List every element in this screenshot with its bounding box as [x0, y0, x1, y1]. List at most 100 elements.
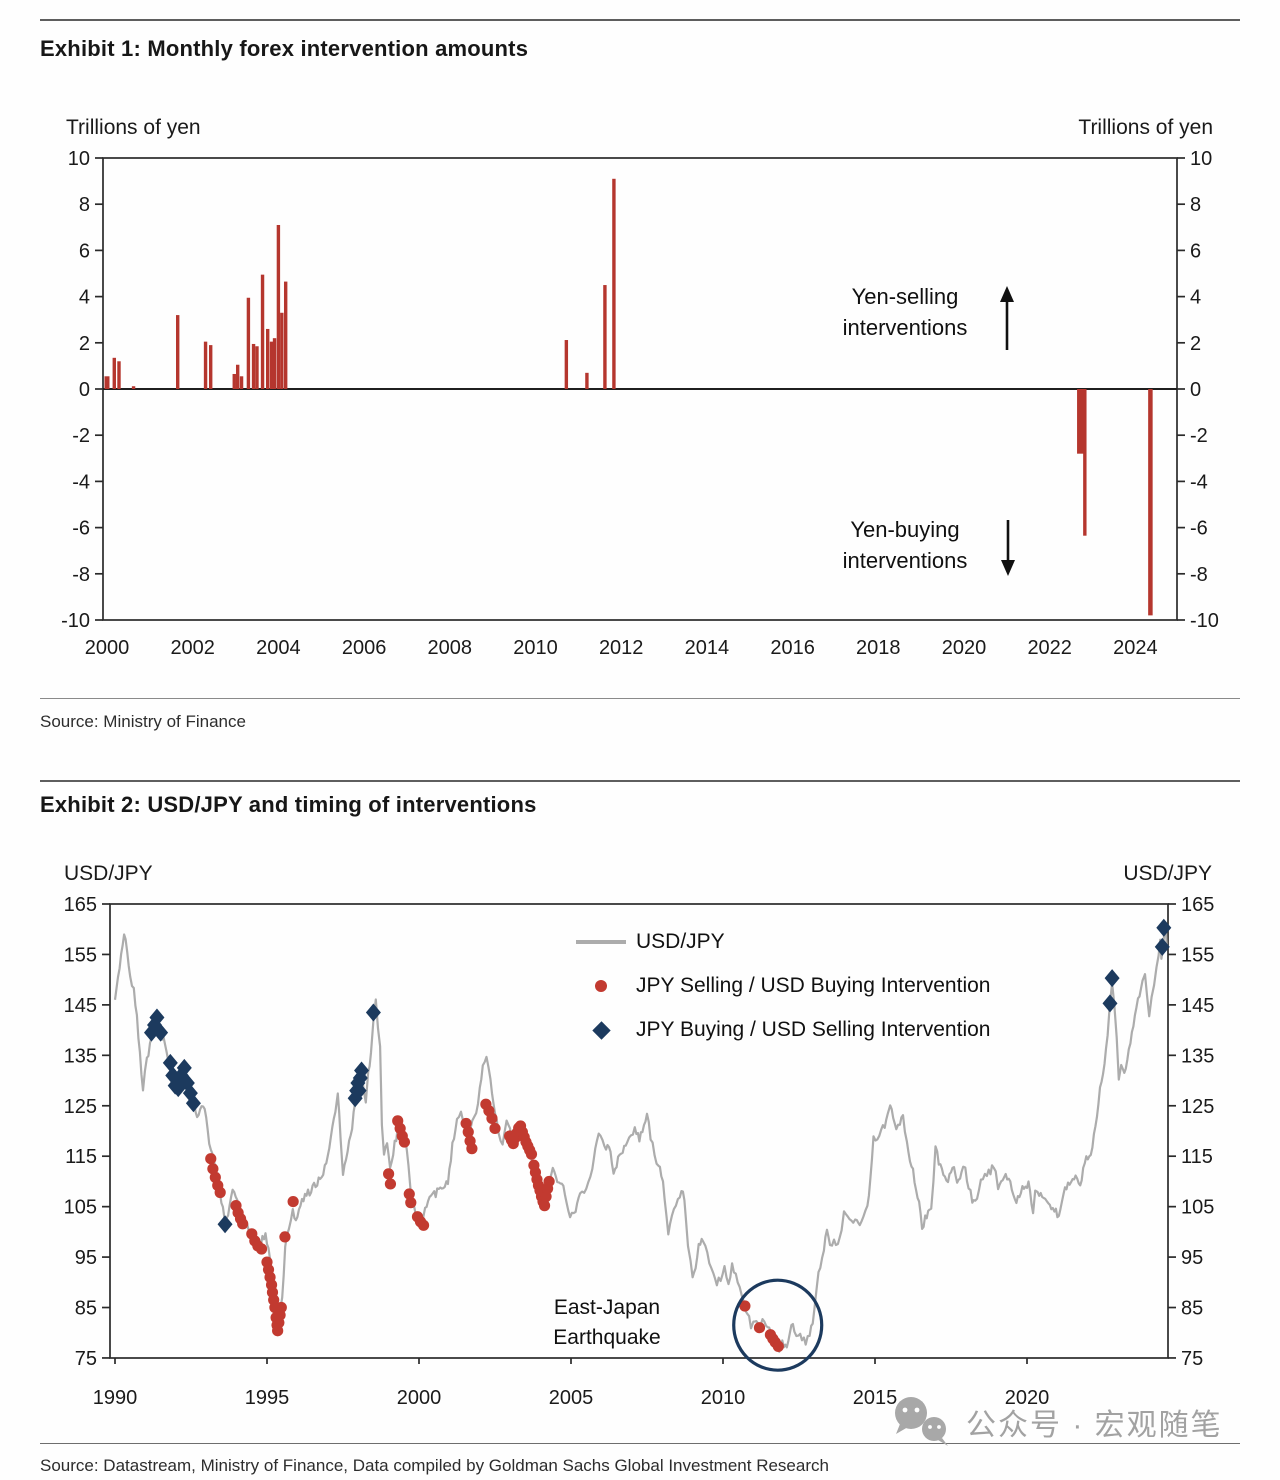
y-tick-label-left: 6	[79, 240, 90, 262]
x-tick-label: 2005	[549, 1387, 594, 1409]
sell-intervention-dot	[417, 1219, 430, 1231]
x-tick-label: 2020	[942, 637, 987, 659]
buy-intervention-diamond	[1104, 969, 1120, 988]
y-tick-label-left: 85	[75, 1298, 97, 1320]
x-tick-label: 2015	[853, 1387, 898, 1409]
intervention-bar	[260, 274, 265, 389]
y-tick-label-right: 75	[1181, 1348, 1203, 1370]
y-tick-label-right: 85	[1181, 1298, 1203, 1320]
legend-item: USD/JPY	[570, 927, 725, 957]
bottom-divider	[40, 1443, 1240, 1444]
y-tick-label-left: 135	[64, 1045, 97, 1067]
x-tick-label: 2004	[256, 637, 301, 659]
exhibit2-plot-frame	[109, 903, 1169, 1359]
x-tick-label: 1995	[245, 1387, 290, 1409]
sell-intervention-dot	[543, 1175, 555, 1188]
y-tick-label-right: 155	[1181, 944, 1214, 966]
sell-intervention-dot	[287, 1195, 299, 1208]
sell-intervention-dot	[489, 1122, 501, 1135]
intervention-bar	[112, 357, 116, 389]
exhibit1-source-divider	[40, 698, 1240, 699]
y-tick-label-right: -10	[1190, 610, 1219, 632]
y-tick-label-right: 0	[1190, 379, 1201, 401]
sell-intervention-dot	[538, 1200, 551, 1212]
diamond-swatch	[591, 1020, 611, 1040]
intervention-bar	[269, 341, 274, 389]
x-tick-label: 2012	[599, 637, 644, 659]
y-tick-label-left: 155	[64, 944, 97, 966]
intervention-bar	[232, 373, 236, 389]
legend-item: JPY Selling / USD Buying Intervention	[570, 971, 990, 1001]
y-tick-label-right: -8	[1190, 564, 1208, 586]
intervention-bar	[280, 312, 284, 389]
sell-intervention-dot	[207, 1163, 219, 1175]
buy-intervention-diamond	[1154, 937, 1170, 956]
y-tick-label-right: 135	[1181, 1045, 1214, 1067]
y-tick-label-right: -6	[1190, 518, 1208, 540]
intervention-bar	[276, 224, 281, 389]
intervention-bar	[603, 285, 607, 389]
y-tick-label-left: 4	[79, 287, 90, 309]
watermark: 公众号 · 宏观随笔	[892, 1396, 1223, 1448]
exhibit1-yaxis-unit-left: Trillions of yen	[66, 116, 201, 139]
intervention-bar	[235, 364, 240, 389]
exhibit2-title: Exhibit 2: USD/JPY and timing of interve…	[40, 792, 537, 817]
y-tick-label-left: 10	[68, 148, 90, 170]
x-tick-label: 2022	[1027, 637, 1072, 659]
buy-intervention-diamond	[351, 1081, 367, 1100]
intervention-bar	[131, 386, 136, 389]
y-tick-label-right: 105	[1181, 1197, 1214, 1219]
x-tick-label: 2006	[342, 637, 387, 659]
intervention-bar	[283, 281, 288, 389]
x-tick-label: 2008	[428, 637, 473, 659]
exhibit1-yaxis-unit-right: Trillions of yen	[1078, 116, 1213, 139]
buy-intervention-diamond	[143, 1023, 159, 1042]
intervention-bar	[612, 178, 616, 389]
buy-intervention-diamond	[217, 1215, 233, 1234]
intervention-bar	[564, 340, 569, 389]
y-tick-label-left: 75	[75, 1348, 97, 1370]
y-tick-label-left: -6	[72, 518, 90, 540]
sell-intervention-dot	[398, 1136, 411, 1148]
exhibit2-divider	[40, 780, 1240, 782]
sell-intervention-dot	[772, 1340, 784, 1352]
y-tick-label-right: 115	[1181, 1146, 1213, 1168]
intervention-bar	[585, 372, 589, 389]
buy-intervention-diamond	[149, 1008, 165, 1027]
x-tick-label: 2016	[770, 637, 815, 659]
legend-label: JPY Selling / USD Buying Intervention	[636, 974, 991, 997]
x-tick-label: 2020	[1005, 1387, 1050, 1409]
y-tick-label-right: 125	[1181, 1096, 1214, 1118]
sell-intervention-dot	[460, 1117, 472, 1130]
sell-intervention-dot	[405, 1197, 417, 1209]
y-tick-label-left: -8	[72, 564, 90, 586]
intervention-bar	[239, 376, 244, 389]
y-tick-label-right: 145	[1181, 995, 1214, 1017]
x-tick-label: 1990	[93, 1387, 138, 1409]
sell-intervention-dot	[205, 1153, 217, 1165]
dot-swatch	[595, 980, 607, 992]
x-tick-label: 2000	[85, 637, 130, 659]
intervention-bar	[1148, 389, 1153, 616]
intervention-bar	[176, 315, 180, 389]
x-tick-label: 2010	[701, 1387, 746, 1409]
sell-intervention-dot	[486, 1112, 498, 1124]
earthquake-annotation: East-Japan Earthquake	[553, 1296, 661, 1349]
x-tick-label: 2018	[856, 637, 901, 659]
sell-intervention-dot	[462, 1126, 474, 1138]
buy-intervention-diamond	[1102, 994, 1118, 1013]
line-swatch-cell	[570, 940, 632, 944]
y-tick-label-left: -4	[72, 471, 90, 493]
y-tick-label-left: -2	[72, 425, 90, 447]
sell-intervention-dot	[384, 1178, 397, 1190]
top-divider	[40, 19, 1240, 21]
sell-intervention-dot	[275, 1301, 287, 1314]
y-tick-label-right: -2	[1190, 425, 1208, 447]
sell-intervention-dot	[525, 1148, 538, 1160]
y-tick-label-right: 6	[1190, 240, 1201, 262]
legend-label: JPY Buying / USD Selling Intervention	[636, 1018, 991, 1041]
line-swatch	[576, 940, 626, 944]
wechat-icon	[895, 1397, 948, 1446]
